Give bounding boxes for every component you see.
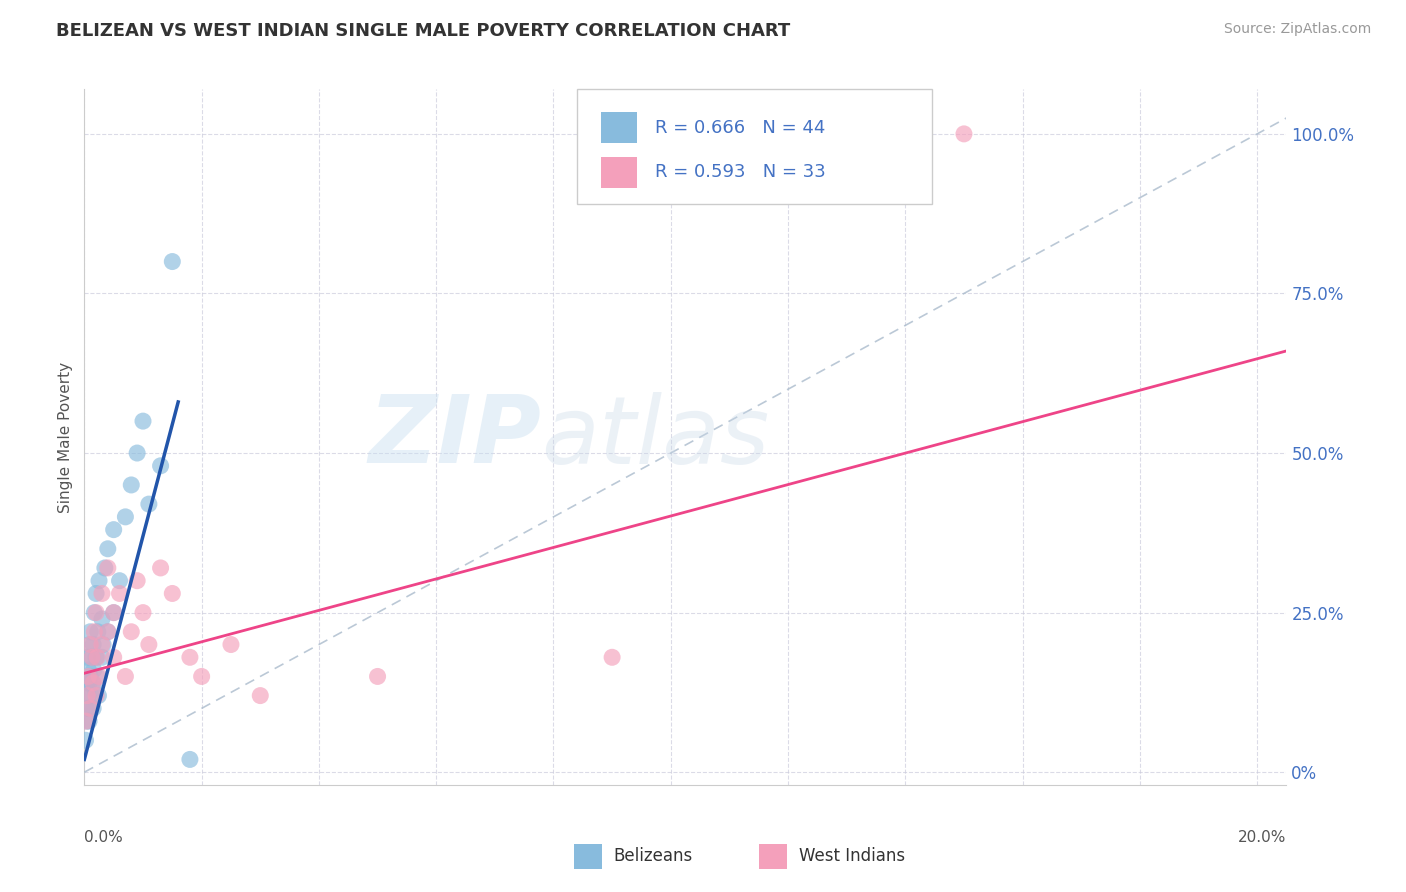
Point: [103, 650, 125, 665]
Point: [75, 733, 97, 747]
Point: [114, 509, 136, 524]
Point: [149, 561, 172, 575]
Point: [79, 669, 101, 683]
Text: 0.0%: 0.0%: [84, 830, 124, 846]
Text: Source: ZipAtlas.com: Source: ZipAtlas.com: [1223, 22, 1371, 37]
Point: [97, 624, 120, 639]
Point: [127, 574, 149, 588]
Point: [76, 689, 98, 703]
Point: [77, 714, 100, 728]
Point: [75, 714, 97, 728]
Point: [91, 612, 114, 626]
Point: [97, 541, 120, 556]
Point: [132, 606, 155, 620]
Point: [79, 701, 101, 715]
Point: [120, 624, 142, 639]
Point: [108, 586, 131, 600]
Point: [82, 638, 104, 652]
Point: [76, 676, 98, 690]
Point: [79, 624, 101, 639]
Point: [94, 561, 117, 575]
Bar: [602, 112, 637, 144]
Point: [87, 574, 110, 588]
Point: [953, 127, 976, 141]
Bar: [602, 157, 637, 188]
Point: [83, 663, 105, 677]
Point: [97, 624, 120, 639]
Point: [179, 752, 201, 766]
Point: [91, 638, 114, 652]
Point: [87, 689, 110, 703]
Point: [84, 606, 107, 620]
Text: R = 0.593   N = 33: R = 0.593 N = 33: [655, 163, 827, 181]
Point: [138, 638, 160, 652]
Point: [80, 650, 103, 665]
Point: [77, 663, 100, 677]
Point: [84, 689, 107, 703]
Point: [76, 714, 98, 728]
Point: [82, 701, 104, 715]
Point: [86, 669, 108, 683]
Point: [75, 701, 97, 715]
Point: [80, 689, 103, 703]
Point: [77, 669, 100, 683]
Point: [84, 586, 107, 600]
Point: [77, 689, 100, 703]
Point: [86, 650, 108, 665]
Point: [162, 254, 184, 268]
Point: [600, 650, 623, 665]
Point: [83, 624, 105, 639]
Point: [108, 574, 131, 588]
Point: [87, 624, 110, 639]
Point: [80, 650, 103, 665]
Point: [83, 606, 105, 620]
Point: [219, 638, 242, 652]
Point: [149, 458, 172, 473]
Point: [103, 606, 125, 620]
Point: [138, 497, 160, 511]
FancyBboxPatch shape: [578, 89, 932, 204]
Point: [84, 650, 107, 665]
Text: R = 0.666   N = 44: R = 0.666 N = 44: [655, 119, 825, 136]
Point: [87, 669, 110, 683]
Point: [91, 650, 114, 665]
Text: Belizeans: Belizeans: [613, 847, 692, 865]
Point: [77, 676, 100, 690]
Point: [249, 689, 271, 703]
Point: [120, 478, 142, 492]
Point: [84, 682, 107, 697]
Point: [97, 561, 120, 575]
Point: [91, 586, 114, 600]
Point: [79, 701, 101, 715]
Point: [103, 523, 125, 537]
Text: ZIP: ZIP: [368, 391, 541, 483]
Point: [179, 650, 201, 665]
Point: [114, 669, 136, 683]
Point: [127, 446, 149, 460]
Text: West Indians: West Indians: [799, 847, 904, 865]
Text: atlas: atlas: [541, 392, 769, 483]
Point: [103, 606, 125, 620]
Point: [79, 638, 101, 652]
Text: 20.0%: 20.0%: [1239, 830, 1286, 846]
Point: [190, 669, 212, 683]
Point: [79, 638, 101, 652]
Text: BELIZEAN VS WEST INDIAN SINGLE MALE POVERTY CORRELATION CHART: BELIZEAN VS WEST INDIAN SINGLE MALE POVE…: [56, 22, 790, 40]
Point: [91, 638, 114, 652]
Point: [82, 676, 104, 690]
Point: [132, 414, 155, 428]
Y-axis label: Single Male Poverty: Single Male Poverty: [58, 361, 73, 513]
Point: [82, 676, 104, 690]
Point: [162, 586, 184, 600]
Point: [76, 650, 98, 665]
Point: [367, 669, 389, 683]
